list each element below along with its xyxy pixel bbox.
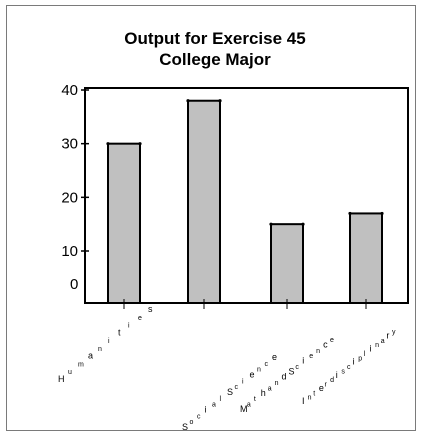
bar-1-corner-0 (186, 99, 190, 103)
xlabel-2-char-5: n (275, 380, 279, 387)
xlabel-3-char-5: d (330, 377, 334, 384)
ytick-label-10: 10 (61, 243, 78, 260)
bar-0-corner-1 (138, 142, 142, 146)
chart-title: Output for Exercise 45 (124, 29, 306, 48)
xlabel-3-char-16: y (392, 329, 396, 336)
xlabel-2-char-9: i (302, 356, 304, 366)
xlabel-3-char-0: I (302, 396, 305, 406)
chart-frame (6, 5, 416, 431)
xlabel-3-char-3: e (319, 383, 324, 393)
ytick-label-30: 30 (61, 136, 78, 153)
chart-subtitle: College Major (159, 50, 271, 69)
bar-2-corner-0 (269, 222, 273, 226)
xlabel-1-char-2: c (197, 413, 201, 420)
xlabel-2-char-0: M (240, 404, 248, 414)
xlabel-0-char-6: t (118, 327, 121, 337)
xlabel-0-char-4: n (98, 346, 102, 353)
xlabel-2-char-1: a (247, 402, 251, 409)
xlabel-1-char-7: c (235, 384, 239, 391)
xlabel-1-char-3: i (205, 405, 207, 415)
xlabel-3-char-13: n (375, 342, 379, 349)
bar-3-corner-1 (380, 211, 384, 216)
bar-0-corner-0 (106, 142, 110, 146)
xlabel-2-char-11: n (316, 348, 320, 355)
xlabel-0-char-8: e (138, 315, 142, 322)
chart-title-block: Output for Exercise 45 College Major (0, 28, 430, 70)
xlabel-1-char-8: i (242, 378, 244, 385)
xlabel-0-char-1: u (68, 369, 72, 376)
xlabel-1-char-12: e (272, 352, 277, 362)
xlabel-2-char-8: c (295, 364, 299, 371)
xlabel-3-char-14: a (381, 338, 385, 345)
xlabel-0-char-0: H (58, 374, 65, 384)
bar-0 (107, 142, 141, 304)
xlabel-2-char-6: d (282, 372, 287, 382)
bar-2 (270, 223, 304, 305)
ytick-label-zero: 0 (70, 276, 78, 293)
xlabel-0-char-9: s (148, 304, 153, 314)
bar-1-corner-1 (218, 99, 222, 103)
xlabel-1-char-10: n (257, 367, 261, 374)
xlabel-3-char-9: i (353, 357, 355, 367)
xlabel-0-char-7: i (128, 323, 130, 330)
xlabel-2-char-13: e (330, 337, 334, 344)
xlabel-3-char-2: t (313, 390, 315, 397)
xlabel-1-char-5: l (220, 396, 222, 403)
xlabel-3-char-6: i (336, 370, 338, 380)
xlabel-3-char-7: s (341, 368, 345, 375)
xlabel-2-char-10: e (309, 353, 313, 360)
xlabel-1-char-9: e (250, 370, 255, 380)
ytick-label-20: 20 (61, 189, 78, 206)
bar-3 (349, 212, 383, 304)
bar-2-corner-1 (301, 222, 305, 226)
xlabel-3-char-12: i (370, 344, 372, 354)
xlabel-2-char-3: h (261, 388, 266, 398)
xlabel-0-char-2: m (78, 361, 84, 368)
bar-1 (187, 99, 221, 304)
xlabel-3-char-15: r (386, 330, 389, 340)
xlabel-2-char-2: t (254, 396, 256, 403)
plot-border (84, 87, 409, 304)
bar-3-corner-0 (348, 211, 352, 216)
ytick-label-40: 40 (61, 82, 78, 99)
xlabel-3-char-8: c (347, 364, 351, 371)
xlabel-1-char-1: o (190, 419, 194, 426)
xlabel-3-char-11: l (364, 351, 366, 358)
xlabel-1-char-4: a (212, 402, 216, 409)
xlabel-2-char-7: S (288, 366, 294, 376)
xlabel-3-char-10: p (358, 355, 362, 362)
xlabel-2-char-4: a (268, 385, 272, 392)
xlabel-3-char-4: r (325, 382, 328, 389)
xlabel-1-char-6: S (227, 387, 233, 397)
xlabel-2-char-12: c (323, 339, 328, 349)
xlabel-0-char-5: i (108, 338, 110, 345)
xlabel-1-char-0: S (182, 422, 188, 432)
xlabel-3-char-1: n (308, 395, 312, 402)
xlabel-1-char-11: c (265, 361, 269, 368)
xlabel-0-char-3: a (88, 351, 93, 361)
